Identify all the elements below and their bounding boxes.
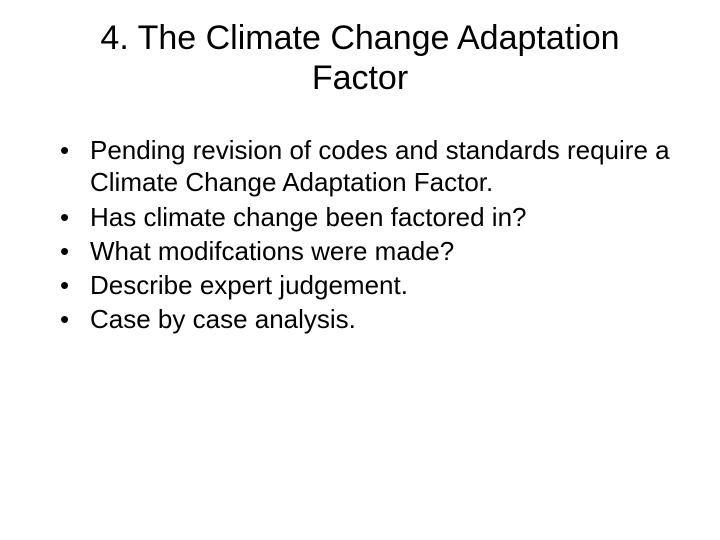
slide-title: 4. The Climate Change Adaptation Factor: [36, 18, 684, 98]
list-item: Describe expert judgement.: [60, 269, 684, 301]
list-item: Case by case analysis.: [60, 303, 684, 335]
list-item: What modifcations were made?: [60, 235, 684, 267]
bullet-list: Pending revision of codes and standards …: [36, 134, 684, 335]
list-item: Pending revision of codes and standards …: [60, 134, 684, 198]
slide: 4. The Climate Change Adaptation Factor …: [0, 0, 720, 540]
list-item: Has climate change been factored in?: [60, 201, 684, 233]
